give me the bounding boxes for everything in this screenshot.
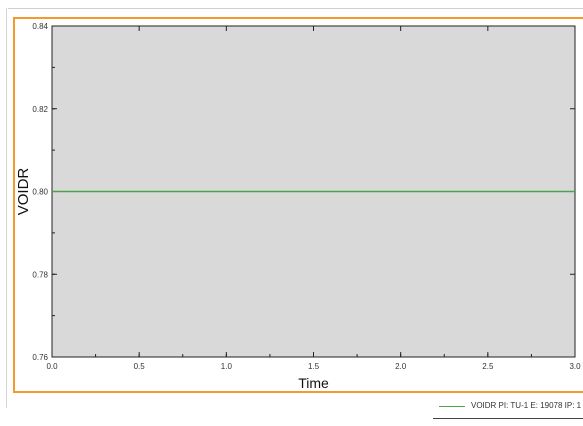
x-tick-label: 1.5 [308,362,320,371]
legend-swatch [439,406,465,407]
legend-underline [433,418,583,419]
axis-ticks: 0.0 0.5 1.0 1.5 2.0 2.5 3.0 0.76 0.78 0.80 0.82 0.8… [32,22,581,371]
x-tick-label: 2.0 [395,362,407,371]
y-axis-title: VOIDR [15,168,32,216]
legend: VOIDR PI: TU-1 E: 19078 IP: 1 [433,396,583,422]
y-tick-label: 0.84 [32,22,48,31]
x-tick-label: 2.5 [482,362,494,371]
viewport-frame [13,17,583,393]
x-tick-label: 3.0 [569,362,581,371]
window-top-border [8,8,583,9]
x-tick-label: 0.5 [134,362,146,371]
x-axis-title: Time [298,375,329,391]
x-tick-label: 1.0 [221,362,233,371]
x-tick-label: 0.0 [46,362,58,371]
window-left-border [6,8,7,408]
y-tick-label: 0.76 [32,353,48,362]
legend-label: VOIDR PI: TU-1 E: 19078 IP: 1 [471,401,582,410]
y-tick-label: 0.78 [32,270,48,279]
y-tick-label: 0.82 [32,105,48,114]
y-tick-label: 0.80 [32,188,48,197]
